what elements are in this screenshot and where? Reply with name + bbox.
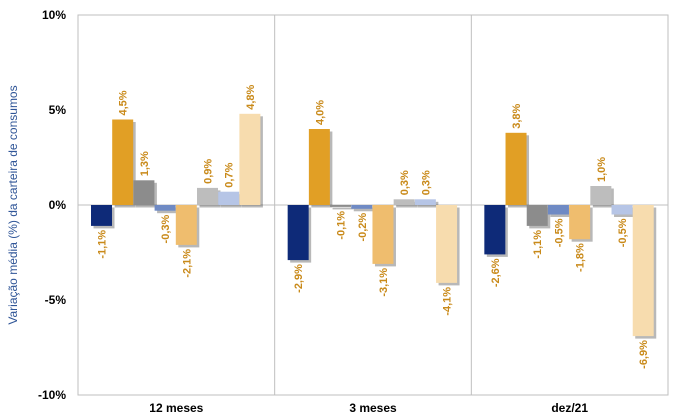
bar xyxy=(632,205,654,337)
bar xyxy=(414,199,436,205)
data-label: -0,5% xyxy=(553,218,565,247)
axis-layer: 10% 5% 0% -5% -10% 12 meses 3 meses dez/21 xyxy=(38,8,588,415)
data-label: 0,7% xyxy=(224,162,236,187)
data-label: -1,1% xyxy=(97,230,109,259)
x-category-label: 3 meses xyxy=(349,401,397,415)
bar xyxy=(154,205,176,211)
y-tick-label: -10% xyxy=(38,388,66,402)
bar xyxy=(112,119,134,205)
data-label: 1,3% xyxy=(139,151,151,176)
bar xyxy=(133,180,155,205)
bar xyxy=(287,205,309,261)
bar xyxy=(197,187,218,205)
bar xyxy=(175,205,197,245)
data-label: 3,8% xyxy=(511,104,523,129)
data-label: -1,1% xyxy=(532,230,544,259)
bar xyxy=(526,205,548,226)
data-label: -0,3% xyxy=(160,214,172,243)
data-label: 4,8% xyxy=(245,85,257,110)
y-tick-label: 5% xyxy=(49,103,67,117)
labels-layer: -1,1% 4,5% 1,3% -0,3% -2,1% 0,9% 0,7% 4,8% -2,9%… xyxy=(97,85,651,369)
bar xyxy=(308,129,330,205)
bar xyxy=(547,205,569,215)
data-label: -0,1% xyxy=(336,211,348,240)
bar xyxy=(330,205,352,207)
data-label: 0,3% xyxy=(399,170,411,195)
data-label: -2,1% xyxy=(181,249,193,278)
bar xyxy=(218,191,240,205)
data-label: -3,1% xyxy=(378,268,390,297)
bar-shadow xyxy=(332,207,354,210)
bar xyxy=(505,132,527,205)
bar-shadow xyxy=(353,207,375,212)
data-label: -0,2% xyxy=(357,213,369,242)
data-label: 1,0% xyxy=(596,157,608,182)
bar xyxy=(436,205,458,283)
data-label: 0,9% xyxy=(203,159,215,184)
bar xyxy=(611,205,633,215)
bar xyxy=(91,205,112,226)
data-label: -4,1% xyxy=(442,287,454,316)
bar xyxy=(590,186,612,205)
data-label: -6,9% xyxy=(638,340,650,369)
y-tick-label: 0% xyxy=(49,198,67,212)
bar xyxy=(351,205,373,209)
y-axis-label: Variação média (%) da carteira de consum… xyxy=(6,85,20,324)
data-label: -2,6% xyxy=(490,258,502,287)
y-tick-label: 10% xyxy=(42,8,66,22)
bar xyxy=(569,205,591,240)
bar xyxy=(372,205,394,264)
x-category-label: dez/21 xyxy=(551,401,588,415)
bars-layer xyxy=(91,113,657,339)
y-tick-label: -5% xyxy=(45,293,67,307)
data-label: 4,0% xyxy=(314,100,326,125)
data-label: 0,3% xyxy=(420,170,432,195)
x-category-label: 12 meses xyxy=(149,401,203,415)
bar xyxy=(239,113,261,205)
data-label: -2,9% xyxy=(293,264,305,293)
data-label: -1,8% xyxy=(575,243,587,272)
bar xyxy=(393,199,415,205)
data-label: 4,5% xyxy=(118,90,130,115)
data-label: -0,5% xyxy=(617,218,629,247)
bar xyxy=(484,205,506,255)
